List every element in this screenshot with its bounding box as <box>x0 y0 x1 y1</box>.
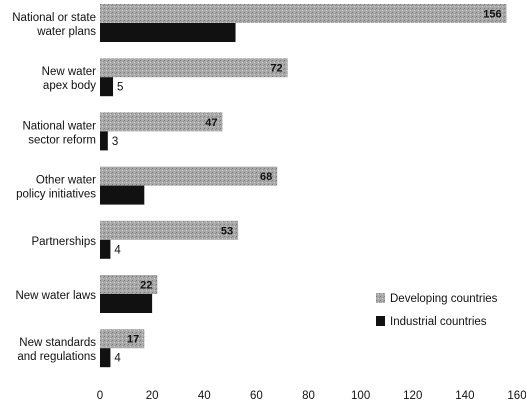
value-label-developing-3: 68 <box>260 171 272 183</box>
x-tick-label-6: 120 <box>403 390 422 402</box>
category-label-3-1: policy initiatives <box>16 189 96 201</box>
category-label-3-0: Other water <box>36 175 96 187</box>
x-tick-label-2: 40 <box>198 390 211 402</box>
value-label-developing-6: 17 <box>127 334 139 346</box>
legend-label-0: Developing countries <box>390 293 498 305</box>
bar-industrial-5 <box>100 294 153 313</box>
value-label-industrial-2: 3 <box>112 136 118 148</box>
bar-industrial-1 <box>100 77 114 97</box>
category-label-5-0: New water laws <box>15 290 96 302</box>
value-label-industrial-1: 5 <box>117 82 123 94</box>
category-label-0-1: water plans <box>36 26 96 38</box>
bar-developing-0 <box>100 4 507 23</box>
bar-industrial-2 <box>100 131 108 151</box>
legend-label-1: Industrial countries <box>390 316 487 328</box>
category-label-2-1: sector reform <box>28 134 96 146</box>
bars-layer: 156 72 5 47 3 68 53 4 22 17 4 <box>100 4 507 368</box>
x-tick-label-0: 0 <box>97 390 103 402</box>
bar-developing-3 <box>100 166 278 186</box>
bar-developing-6 <box>100 329 145 349</box>
bar-developing-5 <box>100 275 158 294</box>
value-label-industrial-6: 4 <box>114 353 121 365</box>
bar-industrial-0 <box>100 23 236 42</box>
value-label-industrial-4: 4 <box>114 244 121 256</box>
category-label-0-0: National or state <box>12 12 96 24</box>
value-label-developing-2: 47 <box>205 117 217 129</box>
value-label-developing-1: 72 <box>270 63 282 75</box>
bar-industrial-4 <box>100 239 111 259</box>
x-tick-label-3: 60 <box>250 390 263 402</box>
category-labels: National or state water plans New water ape… <box>12 12 96 363</box>
category-label-6-0: New standards <box>19 337 96 349</box>
category-label-1-0: New water <box>42 66 96 78</box>
bar-developing-2 <box>100 112 223 132</box>
x-tick-label-1: 20 <box>146 390 159 402</box>
category-label-6-1: and regulations <box>17 351 96 363</box>
legend-swatch-0 <box>376 293 385 303</box>
legend-swatch-1 <box>376 316 385 326</box>
value-label-developing-5: 22 <box>140 280 152 292</box>
category-label-1-1: apex body <box>43 80 96 92</box>
x-tick-label-4: 80 <box>302 390 315 402</box>
x-tick-label-8: 160 <box>507 390 526 402</box>
bar-developing-4 <box>100 220 239 240</box>
bar-industrial-3 <box>100 185 145 205</box>
value-label-developing-4: 53 <box>221 225 233 237</box>
legend: Developing countries Industrial countries <box>376 293 498 328</box>
bar-industrial-6 <box>100 348 111 368</box>
value-label-developing-0: 156 <box>483 9 501 21</box>
x-tick-label-5: 100 <box>351 390 370 402</box>
x-tick-label-7: 140 <box>455 390 474 402</box>
x-axis-tick-labels: 0 20 40 60 80 100 120 140 160 <box>97 390 526 402</box>
category-label-4-0: Partnerships <box>31 236 96 248</box>
bar-developing-1 <box>100 58 288 78</box>
category-label-2-0: National water <box>22 120 96 132</box>
